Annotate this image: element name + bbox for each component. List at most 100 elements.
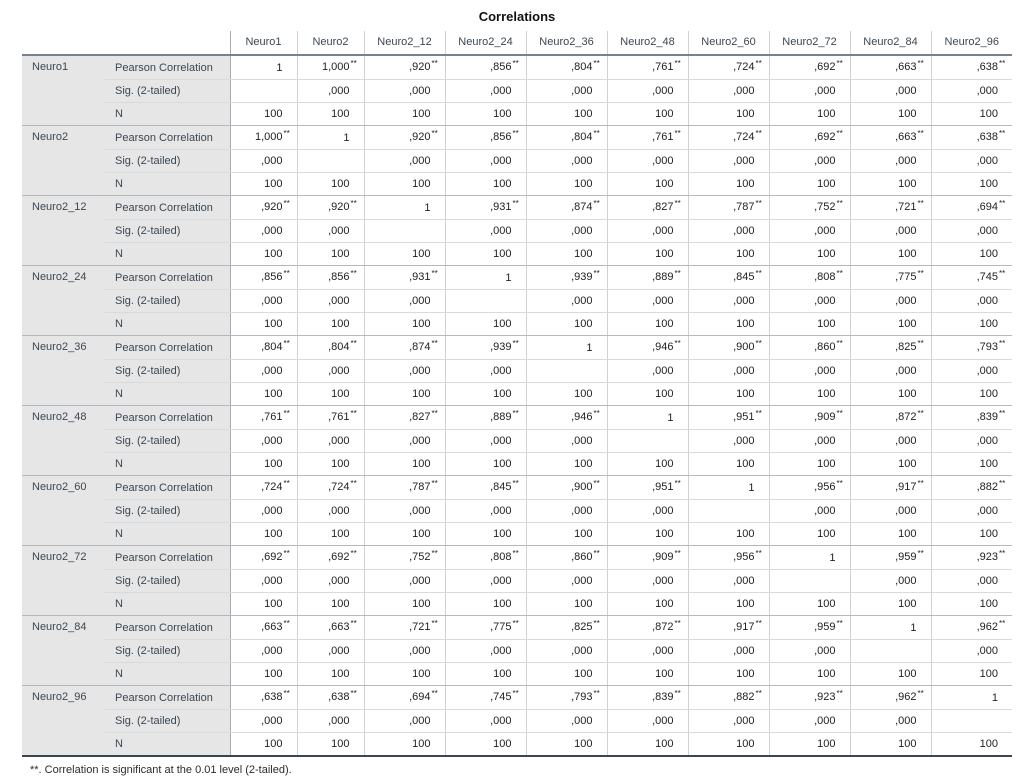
statistic-label: Sig. (2-tailed) — [105, 79, 230, 103]
n-cell: 100 — [687, 592, 769, 616]
sig-cell: ,000 — [768, 429, 850, 453]
pearson-cell: ,787** — [363, 475, 445, 500]
sig-cell: ,000 — [687, 359, 769, 383]
column-header-neuro2_48: Neuro2_48 — [606, 31, 688, 56]
table-row: N 100 100 100 100 100 100 100 100 100 100 — [22, 522, 1012, 546]
n-cell: 100 — [444, 382, 526, 406]
pearson-cell: ,872** — [606, 615, 688, 640]
pearson-cell: ,638** — [930, 55, 1012, 80]
sig-cell: ,000 — [444, 569, 526, 593]
n-cell: 100 — [229, 592, 297, 616]
sig-cell: ,000 — [606, 639, 688, 663]
table-row: N 100 100 100 100 100 100 100 100 100 100 — [22, 102, 1012, 126]
pearson-cell: ,839** — [606, 685, 688, 710]
sig-cell: ,000 — [606, 359, 688, 383]
pearson-cell: ,962** — [930, 615, 1012, 640]
sig-cell: ,000 — [930, 429, 1012, 453]
n-cell: 100 — [606, 522, 688, 546]
pearson-cell: ,804** — [525, 55, 607, 80]
statistic-label: N — [105, 522, 230, 546]
n-cell: 100 — [444, 242, 526, 266]
sig-cell: ,000 — [444, 359, 526, 383]
table-row: N 100 100 100 100 100 100 100 100 100 100 — [22, 452, 1012, 476]
table-row: Neuro2_24 Pearson Correlation ,856** ,856**… — [22, 265, 1012, 336]
table-row: Neuro2_96 Pearson Correlation ,638** ,638**… — [22, 685, 1012, 757]
sig-cell — [525, 359, 607, 383]
sig-cell: ,000 — [296, 429, 364, 453]
pearson-cell: 1 — [296, 125, 364, 150]
pearson-cell: ,745** — [930, 265, 1012, 290]
sig-cell: ,000 — [687, 79, 769, 103]
pearson-cell: ,804** — [525, 125, 607, 150]
statistic-label: N — [105, 312, 230, 336]
pearson-cell: ,827** — [606, 195, 688, 220]
pearson-cell: ,959** — [849, 545, 931, 570]
statistic-label: N — [105, 452, 230, 476]
n-cell: 100 — [687, 732, 769, 757]
pearson-cell: ,939** — [525, 265, 607, 290]
pearson-cell: ,882** — [687, 685, 769, 710]
sig-cell — [687, 499, 769, 523]
table-row: Sig. (2-tailed) ,000,000,000,000,000,000,… — [22, 289, 1012, 313]
sig-cell: ,000 — [849, 219, 931, 243]
variable-row-header-neuro2_12: Neuro2_12 — [22, 195, 105, 266]
pearson-cell: ,793** — [930, 335, 1012, 360]
pearson-cell: ,931** — [363, 265, 445, 290]
pearson-cell: ,721** — [849, 195, 931, 220]
n-cell: 100 — [849, 662, 931, 686]
n-cell: 100 — [606, 592, 688, 616]
n-cell: 100 — [930, 662, 1012, 686]
statistic-label: Sig. (2-tailed) — [105, 639, 230, 663]
n-cell: 100 — [444, 102, 526, 126]
pearson-cell: ,939** — [444, 335, 526, 360]
n-cell: 100 — [768, 242, 850, 266]
sig-cell — [849, 639, 931, 663]
table-row: N 100 100 100 100 100 100 100 100 100 100 — [22, 242, 1012, 266]
n-cell: 100 — [525, 172, 607, 196]
pearson-cell: ,692** — [229, 545, 297, 570]
n-cell: 100 — [363, 382, 445, 406]
variable-row-header-neuro2_60: Neuro2_60 — [22, 475, 105, 546]
sig-cell: ,000 — [606, 219, 688, 243]
sig-cell: ,000 — [687, 219, 769, 243]
pearson-cell: ,663** — [229, 615, 297, 640]
variable-row-header-neuro2_48: Neuro2_48 — [22, 405, 105, 476]
pearson-cell: ,956** — [768, 475, 850, 500]
table-header: Neuro1 Neuro2 Neuro2_12 Neuro2_24 Neuro2_36 N… — [22, 31, 1012, 56]
n-cell: 100 — [849, 522, 931, 546]
pearson-cell: ,761** — [229, 405, 297, 430]
pearson-cell: 1 — [849, 615, 931, 640]
correlations-table[interactable]: Neuro1 Neuro2 Neuro2_12 Neuro2_24 Neuro2_36 N… — [22, 31, 1012, 757]
sig-cell: ,000 — [444, 79, 526, 103]
pearson-cell: 1 — [444, 265, 526, 290]
sig-cell: ,000 — [768, 219, 850, 243]
n-cell: 100 — [363, 522, 445, 546]
statistic-label: N — [105, 382, 230, 406]
n-cell: 100 — [606, 382, 688, 406]
pearson-cell: ,761** — [296, 405, 364, 430]
n-cell: 100 — [444, 522, 526, 546]
pearson-cell: ,663** — [849, 55, 931, 80]
statistic-label: Pearson Correlation — [105, 405, 230, 430]
pearson-cell: ,951** — [606, 475, 688, 500]
table-row: N 100 100 100 100 100 100 100 100 100 100 — [22, 662, 1012, 686]
sig-cell: ,000 — [849, 709, 931, 733]
pearson-cell: ,856** — [229, 265, 297, 290]
sig-cell — [296, 149, 364, 173]
n-cell: 100 — [525, 102, 607, 126]
pearson-cell: 1,000** — [229, 125, 297, 150]
pearson-cell: ,874** — [363, 335, 445, 360]
statistic-label: Pearson Correlation — [105, 265, 230, 290]
sig-cell: ,000 — [687, 639, 769, 663]
statistic-label: Pearson Correlation — [105, 685, 230, 710]
n-cell: 100 — [768, 102, 850, 126]
statistic-label: Sig. (2-tailed) — [105, 219, 230, 243]
sig-cell: ,000 — [525, 429, 607, 453]
sig-cell: ,000 — [229, 359, 297, 383]
sig-cell: ,000 — [849, 289, 931, 313]
n-cell: 100 — [229, 732, 297, 757]
variable-row-header-neuro2_96: Neuro2_96 — [22, 685, 105, 757]
sig-cell: ,000 — [363, 499, 445, 523]
pearson-cell: ,694** — [363, 685, 445, 710]
table-body: Neuro1 Pearson Correlation 1 1,000** ,920**,… — [22, 55, 1012, 757]
